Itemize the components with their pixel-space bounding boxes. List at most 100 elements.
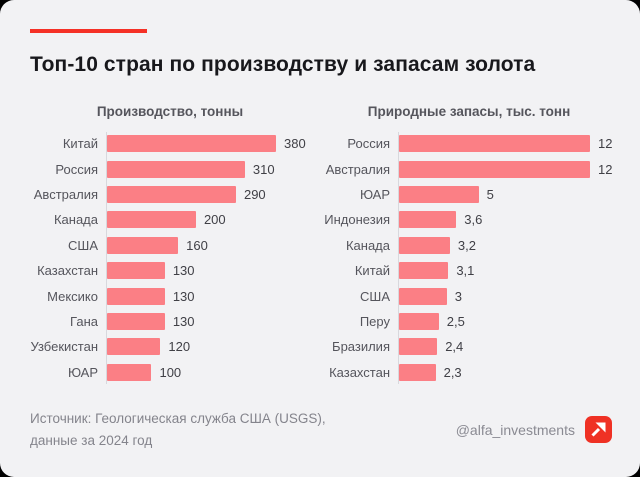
value-label: 3 bbox=[454, 288, 462, 304]
bar bbox=[107, 236, 179, 254]
bar bbox=[399, 262, 449, 280]
arrow-up-right-icon bbox=[585, 416, 612, 443]
value-label: 290 bbox=[243, 186, 266, 202]
chart-row: Канада 3,2 bbox=[324, 233, 614, 258]
source-line-1: Источник: Геологическая служба США (USGS… bbox=[30, 411, 326, 426]
category-label: Мексико bbox=[47, 288, 98, 304]
chart-row: Бразилия 2,4 bbox=[324, 334, 614, 359]
category-label: Казахстан bbox=[37, 263, 98, 279]
category-label: Россия bbox=[347, 136, 390, 152]
bar bbox=[107, 363, 152, 381]
value-label: 160 bbox=[186, 237, 208, 253]
category-label: Казахстан bbox=[329, 364, 390, 380]
chart-row: Австралия 12 bbox=[324, 156, 614, 181]
bar bbox=[107, 287, 165, 305]
category-label: Индонезия bbox=[324, 212, 390, 228]
chart-row: США 3 bbox=[324, 283, 614, 308]
page-title: Топ-10 стран по производству и запасам з… bbox=[30, 53, 536, 76]
value-label: 2,5 bbox=[446, 313, 465, 329]
chart-row: Мексико 130 bbox=[30, 283, 310, 308]
value-label: 5 bbox=[486, 186, 494, 202]
social-handle: @alfa_investments bbox=[455, 421, 575, 438]
value-label: 130 bbox=[172, 313, 195, 329]
bar bbox=[107, 160, 245, 178]
chart-row: Россия 310 bbox=[30, 156, 310, 181]
accent-line bbox=[30, 29, 147, 33]
chart-row: ЮАР 5 bbox=[324, 182, 614, 207]
chart-row: Казахстан 2,3 bbox=[324, 360, 614, 385]
category-label: США bbox=[68, 237, 98, 253]
bar bbox=[399, 160, 590, 178]
value-label: 2,4 bbox=[445, 339, 464, 355]
source-line-2: данные за 2024 год bbox=[30, 432, 153, 448]
chart-production: Производство, тонны Китай 380 Россия 310… bbox=[30, 104, 310, 408]
axis-line bbox=[106, 132, 107, 384]
chart-row: Узбекистан 120 bbox=[30, 334, 310, 359]
category-label: Россия bbox=[55, 161, 98, 177]
category-label: ЮАР bbox=[67, 364, 98, 380]
category-label: Бразилия bbox=[332, 339, 390, 355]
brand: @alfa_investments bbox=[456, 416, 612, 443]
value-label: 12 bbox=[598, 161, 613, 177]
value-label: 100 bbox=[159, 364, 182, 380]
category-label: Австралия bbox=[33, 186, 98, 202]
bar bbox=[107, 338, 161, 356]
header: Топ-10 стран по производству и запасам з… bbox=[0, 0, 640, 77]
category-label: Австралия bbox=[325, 161, 390, 177]
category-label: Китай bbox=[62, 136, 98, 152]
chart-title-reserves: Природные запасы, тыс. тонн bbox=[367, 104, 571, 119]
value-label: 3,2 bbox=[457, 237, 476, 253]
chart-rows-reserves: Россия 12 Австралия 12 ЮАР 5 Индонезия 3… bbox=[324, 131, 614, 385]
chart-title-production: Производство, тонны bbox=[96, 104, 244, 119]
bar bbox=[399, 211, 457, 229]
value-label: 130 bbox=[172, 263, 195, 279]
bar bbox=[399, 312, 439, 330]
footer: Источник: Геологическая служба США (USGS… bbox=[0, 408, 640, 477]
chart-row: Россия 12 bbox=[324, 131, 614, 156]
value-label: 200 bbox=[203, 212, 226, 228]
bar bbox=[107, 185, 236, 203]
chart-row: Индонезия 3,6 bbox=[324, 207, 614, 232]
category-label: ЮАР bbox=[359, 186, 390, 202]
chart-row: Казахстан 130 bbox=[30, 258, 310, 283]
chart-row: Австралия 290 bbox=[30, 182, 310, 207]
chart-row: Гана 130 bbox=[30, 309, 310, 334]
bar bbox=[107, 211, 196, 229]
bar bbox=[399, 338, 438, 356]
bar bbox=[399, 135, 590, 153]
category-label: Китай bbox=[354, 263, 390, 279]
bar bbox=[399, 363, 436, 381]
chart-row: США 160 bbox=[30, 233, 310, 258]
chart-row: Канада 200 bbox=[30, 207, 310, 232]
bar bbox=[107, 312, 165, 330]
chart-row: ЮАР 100 bbox=[30, 360, 310, 385]
axis-line bbox=[398, 132, 399, 384]
bar bbox=[107, 262, 165, 280]
category-label: Гана bbox=[70, 313, 98, 329]
category-label: Узбекистан bbox=[30, 339, 98, 355]
category-label: США bbox=[360, 288, 390, 304]
value-label: 310 bbox=[252, 161, 275, 177]
charts-area: Производство, тонны Китай 380 Россия 310… bbox=[0, 77, 640, 408]
chart-row: Перу 2,5 bbox=[324, 309, 614, 334]
chart-row: Китай 3,1 bbox=[324, 258, 614, 283]
value-label: 380 bbox=[284, 136, 306, 152]
chart-row: Китай 380 bbox=[30, 131, 310, 156]
bar bbox=[399, 185, 479, 203]
value-label: 2,3 bbox=[443, 364, 462, 380]
bar bbox=[399, 236, 450, 254]
value-label: 130 bbox=[172, 288, 195, 304]
value-label: 12 bbox=[598, 136, 613, 152]
chart-reserves: Природные запасы, тыс. тонн Россия 12 Ав… bbox=[324, 104, 614, 408]
value-label: 3,1 bbox=[456, 263, 475, 279]
value-label: 3,6 bbox=[464, 212, 483, 228]
category-label: Канада bbox=[345, 237, 390, 253]
bar bbox=[399, 287, 447, 305]
source-note: Источник: Геологическая служба США (USGS… bbox=[30, 408, 326, 451]
category-label: Перу bbox=[359, 313, 390, 329]
chart-rows-production: Китай 380 Россия 310 Австралия 290 Канад… bbox=[30, 131, 310, 385]
category-label: Канада bbox=[53, 212, 98, 228]
value-label: 120 bbox=[168, 339, 191, 355]
bar bbox=[107, 135, 276, 153]
